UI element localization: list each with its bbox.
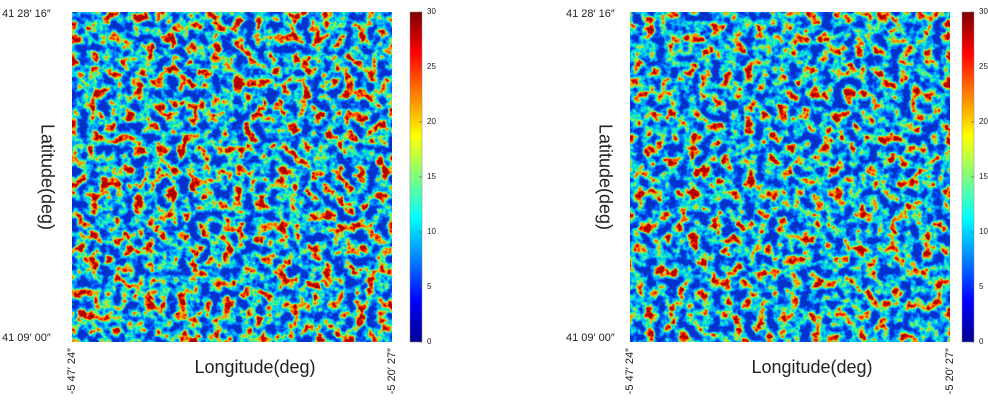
y-tick-label: 41 09′ 00″ [2, 332, 51, 344]
colorbar-tick-label: 5 [427, 282, 432, 291]
y-tick-label: 41 28′ 16″ [2, 8, 51, 20]
colorbar-tick-label: 30 [979, 7, 988, 16]
colorbar-tick-label: 30 [427, 7, 436, 16]
colorbar-tick-label: 10 [427, 227, 436, 236]
y-axis-label: Latitude(deg) [37, 124, 57, 230]
x-tick-label: -5 47′ 24″ [66, 348, 78, 394]
x-axis-label: Longitude(deg) [751, 357, 872, 377]
x-tick-label: -5 20′ 27″ [386, 348, 398, 394]
y-tick-label: 41 28′ 16″ [566, 8, 615, 20]
colorbar-tick-label: 20 [427, 117, 436, 126]
heatmap-image [72, 12, 392, 342]
y-tick-label: 41 09′ 00″ [566, 332, 615, 344]
heatmap-image [630, 12, 950, 342]
x-tick-label: -5 47′ 24″ [624, 348, 636, 394]
colorbar-tick-label: 10 [979, 227, 988, 236]
colorbar-tick-label: 15 [979, 172, 988, 181]
colorbar-tick-label: 0 [979, 337, 984, 346]
x-axis-label: Longitude(deg) [194, 357, 315, 377]
colorbar-tick-label: 20 [979, 117, 988, 126]
colorbar-tick-label: 0 [427, 337, 432, 346]
colorbar-tick-label: 25 [427, 62, 436, 71]
x-tick-label: -5 20′ 27″ [944, 348, 956, 394]
colorbar-tick-label: 15 [427, 172, 436, 181]
colorbar-tick-label: 5 [979, 282, 984, 291]
colorbar-tick-label: 25 [979, 62, 988, 71]
y-axis-label: Latitude(deg) [595, 124, 615, 230]
